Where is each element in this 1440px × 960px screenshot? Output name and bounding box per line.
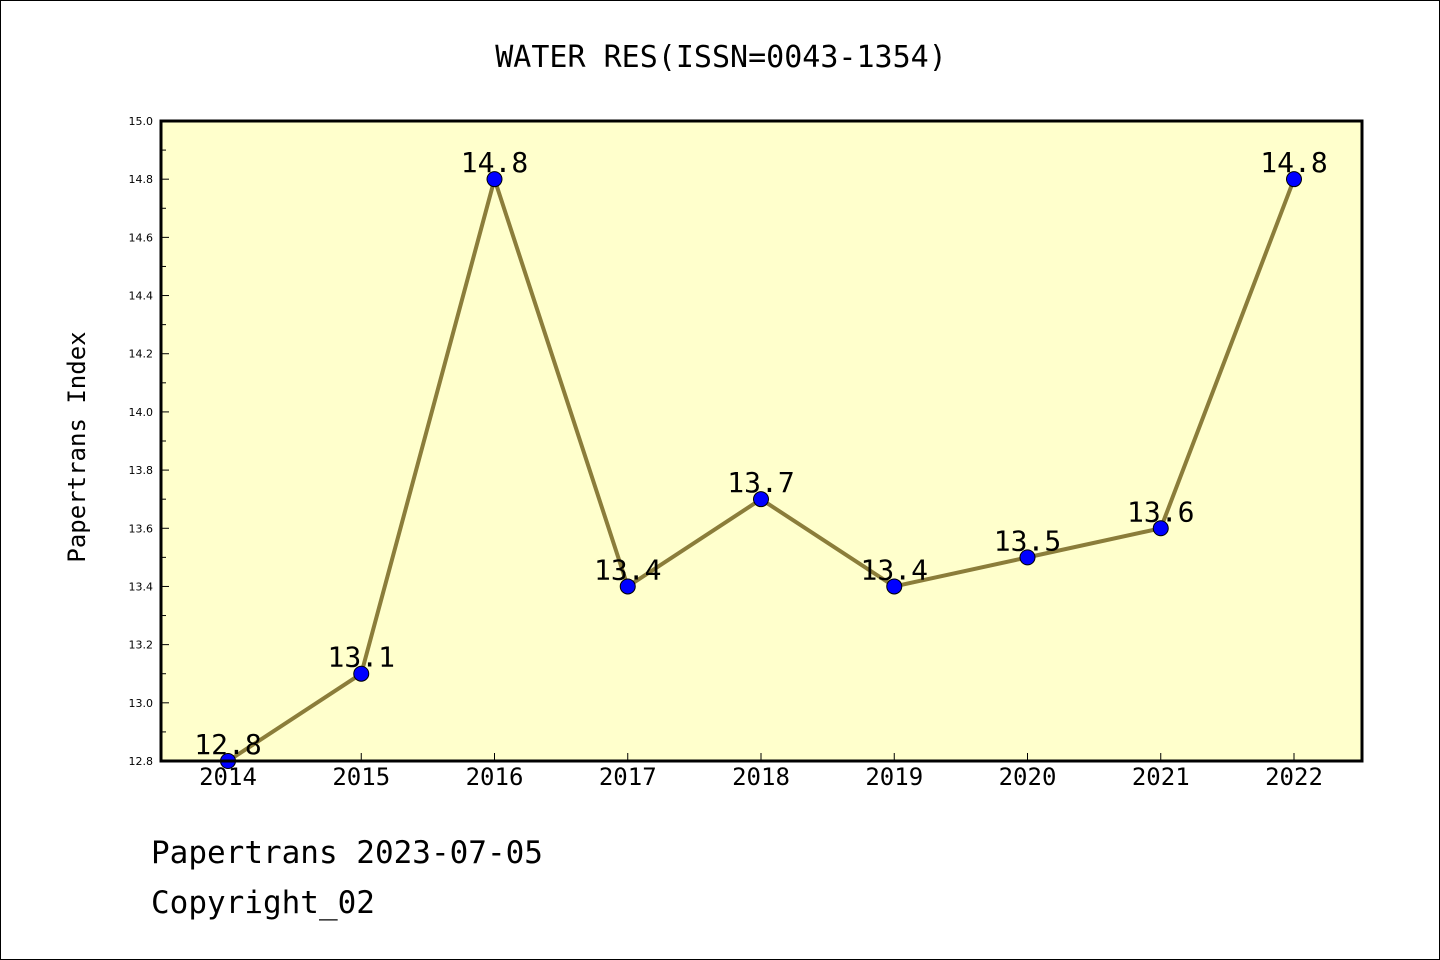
y-tick-label: 14.0 — [129, 406, 154, 419]
x-tick-label: 2022 — [1265, 763, 1323, 791]
x-tick-label: 2020 — [999, 763, 1057, 791]
plot-area — [161, 121, 1362, 761]
data-point — [886, 578, 903, 595]
y-tick-label: 14.8 — [129, 173, 154, 186]
y-tick-label: 14.4 — [129, 290, 154, 303]
y-tick-label: 13.4 — [129, 580, 154, 593]
y-axis-ticks: 12.8 13.0 13.2 13.4 13.6 13.8 14.0 14.2 14.4 14.6… — [129, 115, 169, 768]
y-tick-label: 15.0 — [129, 115, 154, 128]
data-point — [619, 578, 636, 595]
x-tick-label: 2021 — [1132, 763, 1190, 791]
data-point — [1286, 171, 1302, 188]
footer-date: Papertrans 2023-07-05 — [151, 835, 543, 871]
x-tick-label: 2017 — [599, 763, 657, 791]
x-tick-label: 2018 — [732, 763, 790, 791]
y-tick-label: 14.2 — [129, 348, 154, 361]
y-tick-label: 13.2 — [129, 639, 154, 652]
series-markers — [220, 171, 1302, 769]
x-tick-label: 2016 — [466, 763, 524, 791]
data-point — [753, 491, 769, 508]
chart-title: WATER RES(ISSN=0043-1354) — [495, 40, 947, 75]
y-tick-label: 12.8 — [129, 755, 154, 768]
y-tick-label: 13.0 — [129, 697, 154, 710]
x-tick-label: 2015 — [332, 763, 390, 791]
data-point — [486, 171, 503, 188]
data-point — [353, 665, 370, 682]
y-tick-label: 14.6 — [129, 231, 154, 244]
y-tick-label: 13.6 — [129, 522, 154, 535]
y-tick-label: 13.8 — [129, 464, 154, 477]
x-axis-ticks: 2014 2015 2016 2017 2018 2019 2020 2021 2022 — [199, 753, 1323, 791]
y-axis-label: Papertrans Index — [63, 331, 91, 562]
x-tick-label: 2019 — [865, 763, 923, 791]
data-point — [1019, 549, 1036, 566]
plot-border — [159, 119, 1364, 763]
data-point — [1152, 520, 1169, 537]
footer-copyright: Copyright_02 — [151, 885, 375, 921]
